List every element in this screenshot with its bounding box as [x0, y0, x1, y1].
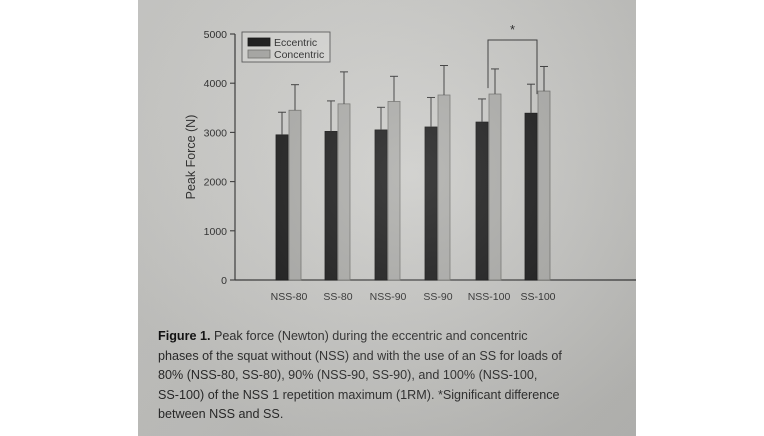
bar-concentric [387, 101, 401, 281]
bracket-line [487, 39, 538, 95]
y-tick-label: 5000 [204, 29, 228, 41]
figure-photo: 0 1000 2000 3000 4000 5000 Peak Force (N) NSS… [138, 0, 636, 436]
y-tick-label: 4000 [204, 78, 228, 90]
bar-concentric [537, 90, 551, 281]
x-tick-label: SS-80 [323, 291, 352, 303]
bar-eccentric [424, 126, 438, 281]
bar-eccentric [275, 134, 289, 281]
y-tick-label: 1000 [204, 226, 228, 238]
bar-eccentric [374, 129, 388, 281]
x-tick-label: NSS-90 [370, 291, 407, 303]
legend-box [241, 31, 331, 63]
bar-concentric [337, 103, 351, 281]
caption-label: Figure 1. [158, 329, 211, 343]
significance-asterisk: * [510, 22, 515, 37]
legend-label-concentric: Concentric [274, 49, 324, 61]
legend-label-eccentric: Eccentric [274, 37, 317, 49]
bar-concentric [437, 94, 451, 281]
x-tick-label: NSS-100 [468, 291, 511, 303]
caption-text: Peak force (Newton) during the eccentric… [158, 329, 562, 422]
bar-eccentric [324, 131, 338, 281]
y-ticks: 0 1000 2000 3000 4000 5000 [204, 29, 235, 287]
x-tick-label: SS-100 [520, 291, 555, 303]
y-tick-label: 3000 [204, 127, 228, 139]
x-tick-label: NSS-80 [271, 291, 308, 303]
bar-concentric [288, 109, 302, 281]
legend-swatch-eccentric [247, 37, 271, 47]
bars [275, 64, 551, 281]
x-tick-labels: NSS-80 SS-80 NSS-90 SS-90 NSS-100 SS-100 [271, 291, 556, 303]
y-axis-title: Peak Force (N) [184, 115, 198, 200]
bar-eccentric [475, 121, 489, 281]
y-axis: 0 1000 2000 3000 4000 5000 Peak Force (N) [184, 29, 236, 287]
bar-eccentric [524, 112, 538, 281]
bar-concentric [488, 93, 502, 281]
significance-bracket: * [487, 22, 538, 95]
y-tick-label: 2000 [204, 177, 228, 189]
figure-caption: Figure 1. Peak force (Newton) during the… [158, 327, 628, 425]
x-tick-label: SS-90 [423, 291, 452, 303]
y-tick-label: 0 [221, 275, 227, 287]
legend-swatch-concentric [247, 49, 271, 59]
bar-chart: 0 1000 2000 3000 4000 5000 Peak Force (N) NSS… [184, 22, 636, 303]
